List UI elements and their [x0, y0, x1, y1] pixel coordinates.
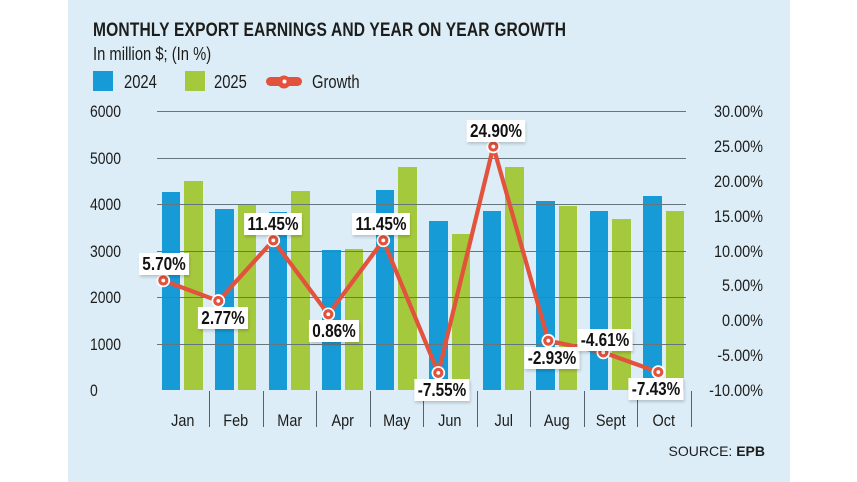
gridline-2000 [157, 297, 686, 298]
bar-2025-Jul [505, 167, 524, 390]
x-axis-month-label: Jan [170, 411, 194, 430]
left-axis-tick-label: 2000 [90, 288, 122, 307]
left-axis-tick-label: 0 [90, 381, 98, 400]
source-label: SOURCE: [668, 443, 733, 459]
x-axis-month-label: Apr [331, 411, 354, 430]
bar-2024-Mar [268, 211, 288, 390]
x-axis-month-label: Jul [494, 411, 513, 430]
month-separator-tick [530, 391, 531, 427]
month-separator-tick [423, 391, 424, 427]
x-axis-month-label: Sept [595, 411, 626, 430]
right-axis-tick-label: -5.00% [717, 346, 763, 366]
growth-value-label: -7.43% [628, 378, 684, 401]
growth-value-label: 5.70% [139, 253, 190, 276]
month-separator-tick [476, 391, 478, 427]
right-axis-tick-label: 25.00% [713, 136, 763, 156]
month-separator-tick [209, 391, 210, 427]
right-axis-tick-label: 20.00% [713, 171, 763, 191]
growth-value-label: 11.45% [352, 213, 411, 236]
left-axis-tick-label: 6000 [90, 102, 122, 121]
right-axis-tick-label: -10.00% [709, 381, 763, 400]
right-axis-tick-label: 0.00% [722, 311, 763, 331]
gridline-5000 [157, 157, 686, 159]
legend-label-2025: 2025 [214, 72, 247, 92]
month-separator-tick [690, 391, 692, 427]
bar-2024-Jun [429, 221, 448, 390]
left-axis-tick-label: 1000 [90, 334, 122, 354]
gridline-6000 [157, 111, 686, 112]
month-separator-tick [316, 391, 317, 427]
x-axis-month-label: Jun [438, 411, 462, 430]
growth-value-label: -7.55% [414, 378, 470, 401]
month-separator-tick [262, 391, 264, 427]
growth-value-label: 11.45% [244, 213, 303, 236]
right-axis-tick-label: 5.00% [722, 276, 763, 296]
source-value: EPB [736, 443, 765, 459]
growth-value-label: 0.86% [309, 320, 360, 343]
legend-growth-marker-icon [277, 75, 291, 88]
right-axis-tick-label: 15.00% [713, 206, 763, 226]
growth-value-label: -2.93% [524, 346, 580, 369]
legend-label-growth: Growth [312, 72, 360, 92]
growth-marker-icon [488, 141, 499, 152]
legend-growth-line-icon [266, 75, 302, 88]
chart-title: MONTHLY EXPORT EARNINGS AND YEAR ON YEAR… [93, 20, 567, 41]
source-credit: SOURCE: EPB [540, 443, 765, 459]
growth-value-label: 24.90% [466, 119, 526, 142]
chart-subtitle: In million $; (In %) [93, 44, 212, 64]
x-axis-month-label: Oct [652, 411, 675, 430]
x-axis-month-label: Feb [223, 411, 249, 430]
left-axis-tick-label: 5000 [90, 148, 122, 168]
bar-2025-Sept [612, 219, 631, 390]
bar-2024-Jul [482, 211, 502, 390]
gridline-3000 [157, 250, 686, 252]
month-separator-tick [369, 391, 371, 427]
growth-value-label: 2.77% [198, 306, 249, 329]
legend-swatch-2024-icon [93, 71, 113, 91]
left-axis-tick-label: 3000 [90, 241, 122, 261]
x-axis-month-label: May [382, 411, 410, 430]
bar-2025-Jun [451, 233, 471, 390]
bar-2025-May [398, 167, 417, 390]
growth-marker-icon [486, 139, 501, 154]
x-axis-month-label: Aug [543, 411, 570, 430]
bar-2024-Sept [589, 210, 609, 390]
left-axis-tick-label: 4000 [90, 195, 122, 214]
bar-2025-Jan [184, 181, 203, 390]
legend-label-2024: 2024 [124, 72, 157, 92]
gridline-4000 [157, 204, 686, 205]
growth-marker-icon [491, 144, 496, 149]
month-separator-tick [583, 391, 585, 427]
bar-2024-Feb [215, 208, 234, 390]
legend-swatch-2025-icon [185, 71, 205, 91]
growth-value-label: -4.61% [577, 329, 633, 352]
right-axis-tick-label: 10.00% [713, 241, 763, 261]
x-axis-month-label: Mar [276, 411, 302, 430]
bar-2024-Jan [161, 192, 181, 390]
bar-2025-Oct [665, 210, 685, 390]
month-separator-tick [637, 391, 638, 427]
right-axis-tick-label: 30.00% [713, 102, 763, 121]
